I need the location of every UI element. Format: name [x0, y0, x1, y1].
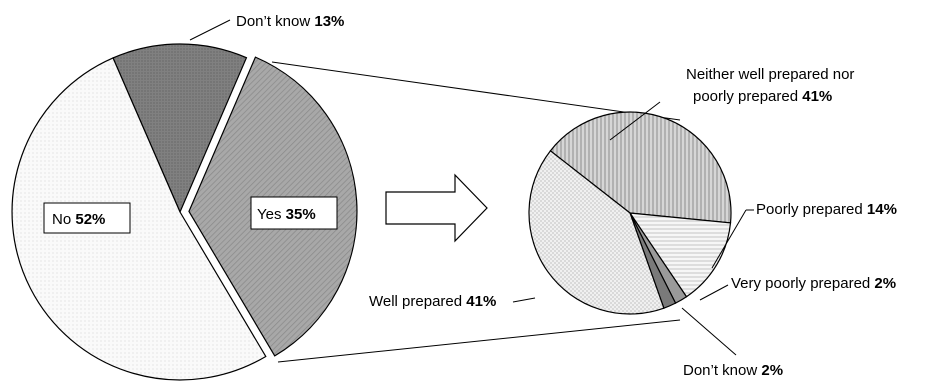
svg-text:Well prepared 41%: Well prepared 41% [369, 293, 496, 310]
label-sub-well: Well prepared 41% [369, 293, 536, 310]
label-main-yes: Yes 35% [250, 196, 338, 230]
svg-text:Poorly prepared 14%: Poorly prepared 14% [756, 201, 897, 218]
svg-text:Yes 35%: Yes 35% [257, 206, 316, 223]
svg-text:Don’t know 13%: Don’t know 13% [236, 13, 344, 30]
svg-text:poorly prepared 41%: poorly prepared 41% [693, 88, 832, 105]
sub-slice-well-prepared [528, 149, 665, 315]
connector-line-bottom [277, 319, 681, 363]
sub-slice-poorly-prepared [628, 212, 732, 298]
label-sub-dont-know: Don’t know 2% [681, 307, 783, 379]
svg-text:No 52%: No 52% [52, 211, 105, 228]
label-main-no: No 52% [43, 202, 131, 234]
right-arrow-icon [385, 173, 488, 243]
sub-pie [528, 111, 732, 315]
connector-line-top [271, 61, 681, 121]
sub-slice-neither [549, 111, 732, 224]
label-sub-very-poorly: Very poorly prepared 2% [699, 275, 896, 301]
svg-text:Neither well prepared nor: Neither well prepared nor [686, 66, 854, 83]
svg-text:Very poorly prepared 2%: Very poorly prepared 2% [731, 275, 896, 292]
label-sub-neither: Neither well prepared nor poorly prepare… [609, 66, 854, 141]
pie-slice-dont-know [112, 43, 248, 214]
label-sub-poorly: Poorly prepared 14% [711, 201, 897, 269]
label-main-dont-know: Don’t know 13% [189, 13, 344, 41]
pie-slice-no [11, 57, 267, 381]
svg-text:Don’t know 2%: Don’t know 2% [683, 362, 783, 379]
